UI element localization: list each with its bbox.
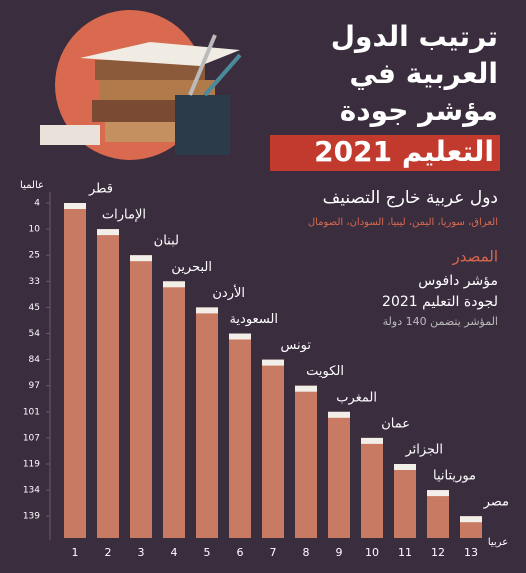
bar-cap <box>64 203 86 209</box>
country-label: موريتانيا <box>433 469 476 484</box>
y-tick-label: 134 <box>23 486 40 496</box>
bar-cap <box>361 437 383 444</box>
source-line: مؤشر دافوس <box>418 273 498 289</box>
y-tick-label: 33 <box>29 277 40 287</box>
source-line: لجودة التعليم 2021 <box>382 294 498 310</box>
y-tick-label: 10 <box>29 225 41 235</box>
title-highlight <box>270 135 500 171</box>
bar-cap <box>295 385 317 392</box>
country-label: البحرين <box>171 260 212 275</box>
country-label: تونس <box>280 338 311 353</box>
bar-cap <box>130 255 152 262</box>
bar-cap <box>328 411 350 418</box>
x-tick-label: 4 <box>171 546 178 559</box>
y-tick-label: 54 <box>29 329 41 339</box>
bar-cap <box>163 281 185 288</box>
title-line: العربية في <box>349 57 498 90</box>
bar-cap <box>394 464 416 470</box>
country-label: السعودية <box>229 312 278 327</box>
bar <box>361 437 383 538</box>
title-line: مؤشر جودة <box>340 94 498 127</box>
title-line: التعليم 2021 <box>314 135 494 168</box>
y-tick-label: 84 <box>29 355 41 365</box>
bar-cap <box>97 229 119 236</box>
x-axis-label: عربيا <box>488 537 508 548</box>
country-label: عمان <box>381 416 410 431</box>
x-tick-label: 8 <box>303 546 310 559</box>
bar <box>97 229 119 538</box>
country-label: المغرب <box>336 390 377 405</box>
bar <box>427 490 449 538</box>
x-tick-label: 3 <box>138 546 145 559</box>
y-tick-label: 45 <box>29 303 40 313</box>
y-axis-label: عالميا <box>20 180 44 191</box>
unranked-note: العراق، سوريا، اليمن، ليبيا، السودان، ال… <box>308 217 498 228</box>
bar <box>262 359 284 538</box>
bar <box>64 203 86 538</box>
y-tick-label: 119 <box>23 460 40 470</box>
bar <box>328 411 350 538</box>
bar <box>163 281 185 538</box>
source-note: المؤشر يتضمن 140 دولة <box>383 315 498 328</box>
bar <box>295 385 317 538</box>
title-line: ترتيب الدول <box>331 20 498 53</box>
country-label: مصر <box>483 495 509 510</box>
x-tick-label: 11 <box>398 546 412 559</box>
subtitle: دول عربية خارج التصنيف <box>323 188 498 208</box>
bar <box>394 464 416 538</box>
x-tick-label: 7 <box>270 546 277 559</box>
bar-cap <box>196 307 218 314</box>
x-tick-label: 5 <box>204 546 211 559</box>
source-heading: المصدر <box>451 248 498 266</box>
x-tick-label: 1 <box>72 546 79 559</box>
x-tick-label: 2 <box>105 546 112 559</box>
x-tick-label: 12 <box>431 546 445 559</box>
bar-cap <box>427 490 449 497</box>
country-label: قطر <box>88 182 113 197</box>
y-tick-label: 25 <box>29 251 40 261</box>
x-tick-label: 10 <box>365 546 379 559</box>
y-tick-label: 107 <box>23 433 40 443</box>
country-label: الكويت <box>306 364 344 379</box>
country-label: الأردن <box>212 284 245 301</box>
bar-cap <box>460 516 482 523</box>
country-label: الإمارات <box>102 208 146 223</box>
bar-cap <box>229 333 251 340</box>
country-label: لبنان <box>154 234 179 249</box>
country-label: الجزائر <box>404 443 443 458</box>
bar <box>130 255 152 538</box>
y-tick-label: 101 <box>23 407 40 417</box>
x-tick-label: 13 <box>464 546 478 559</box>
x-tick-label: 6 <box>237 546 244 559</box>
y-tick-label: 4 <box>34 199 40 209</box>
bar <box>229 333 251 538</box>
books-illustration <box>40 10 242 160</box>
bar-cap <box>262 359 284 366</box>
y-tick-label: 97 <box>29 381 40 391</box>
bar <box>196 307 218 538</box>
x-tick-label: 9 <box>336 546 343 559</box>
y-tick-label: 139 <box>23 512 40 522</box>
